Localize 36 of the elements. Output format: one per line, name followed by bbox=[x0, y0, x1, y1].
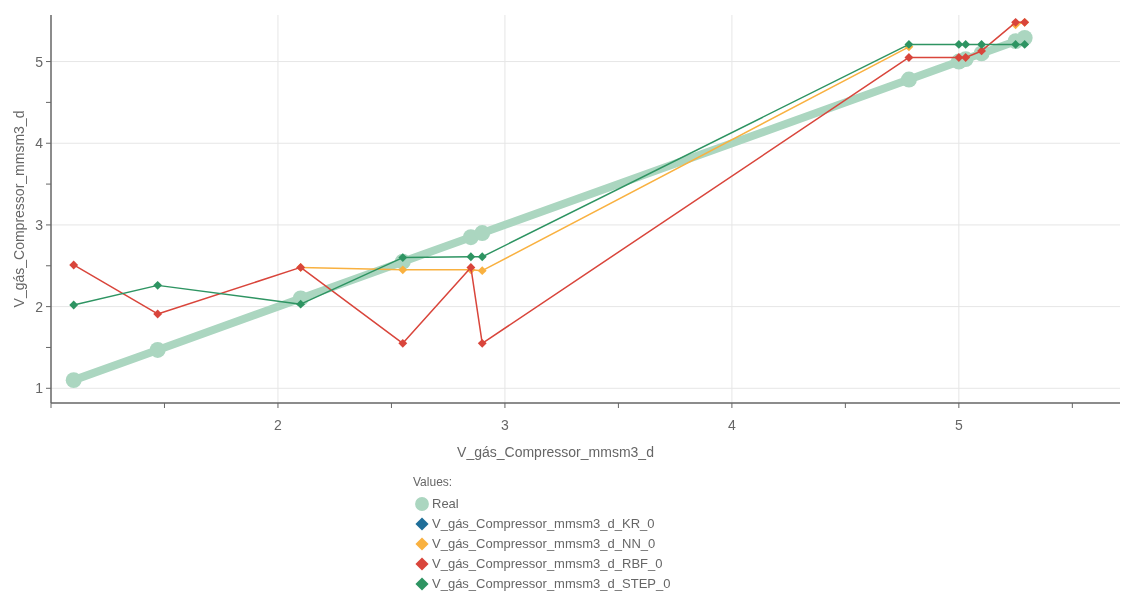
x-tick-label: 4 bbox=[727, 417, 736, 433]
point bbox=[900, 71, 917, 88]
legend-title: Values: bbox=[413, 475, 453, 489]
point bbox=[149, 341, 166, 358]
point bbox=[398, 338, 408, 348]
point bbox=[69, 260, 79, 270]
point bbox=[296, 299, 306, 309]
y-tick-label: 3 bbox=[35, 216, 44, 233]
point bbox=[1020, 39, 1030, 49]
legend-label: V_gás_Compressor_mmsm3_d_KR_0 bbox=[432, 516, 655, 531]
point bbox=[904, 53, 914, 62]
y-tick-label: 4 bbox=[35, 135, 44, 152]
y-tick-label: 5 bbox=[35, 53, 44, 70]
point bbox=[69, 300, 79, 310]
point bbox=[477, 266, 487, 276]
point bbox=[153, 309, 163, 319]
legend-label: V_gás_Compressor_mmsm3_d_RBF_0 bbox=[432, 556, 663, 571]
legend-label: V_gás_Compressor_mmsm3_d_NN_0 bbox=[432, 536, 656, 551]
x-axis-title: V_gás_Compressor_mmsm3_d bbox=[457, 444, 654, 460]
point bbox=[466, 252, 476, 262]
x-tick-label: 5 bbox=[954, 417, 963, 433]
y-tick-label: 1 bbox=[35, 380, 44, 397]
legend-label: V_gás_Compressor_mmsm3_d_STEP_0 bbox=[432, 576, 671, 591]
point bbox=[474, 225, 491, 242]
point bbox=[398, 265, 408, 275]
y-axis-title: V_gás_Compressor_mmsm3_d bbox=[11, 110, 27, 308]
point bbox=[477, 338, 487, 348]
x-tick-label: 3 bbox=[501, 417, 510, 433]
point bbox=[477, 252, 487, 262]
point bbox=[153, 280, 163, 290]
point bbox=[977, 39, 986, 49]
point bbox=[961, 39, 971, 49]
point bbox=[65, 372, 82, 389]
y-tick-label: 2 bbox=[35, 298, 44, 315]
legend-label: Real bbox=[432, 496, 459, 511]
x-tick-label: 2 bbox=[274, 417, 283, 433]
